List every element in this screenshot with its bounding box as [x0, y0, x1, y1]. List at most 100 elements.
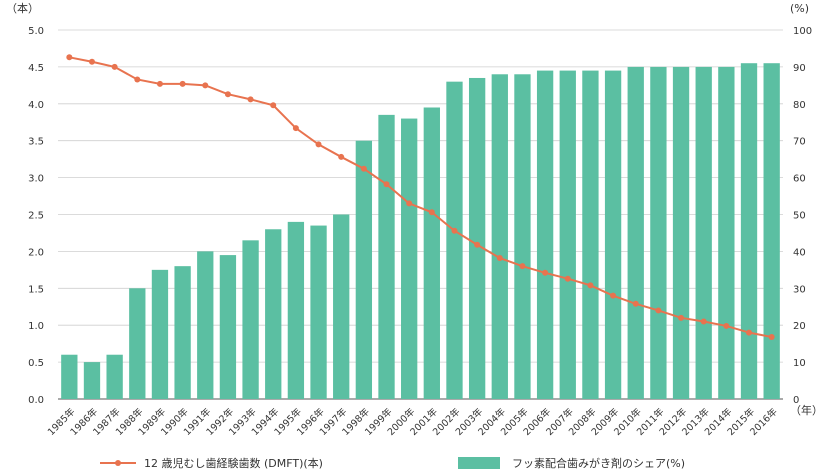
right-tick-label: 70 [793, 137, 806, 148]
bar-fluoride-share [83, 362, 101, 399]
point-dmft [292, 125, 299, 132]
point-dmft [428, 209, 435, 216]
bar-fluoride-share [174, 266, 191, 399]
bars-group [61, 63, 780, 400]
bar-fluoride-share [129, 288, 146, 399]
point-dmft [768, 334, 775, 341]
legend-label-dmft: 12 歳児むし歯経験歯数 (DMFT)(本) [144, 456, 323, 470]
point-dmft [678, 314, 685, 321]
bar-fluoride-share [740, 63, 758, 400]
bar-fluoride-share [61, 354, 78, 399]
left-tick-label: 3.0 [28, 174, 44, 185]
bar-fluoride-share [582, 70, 599, 399]
point-dmft [270, 102, 277, 109]
bar-fluoride-share [446, 81, 463, 399]
right-tick-label: 80 [793, 100, 806, 111]
point-dmft [519, 263, 526, 270]
left-axis-unit: （本） [6, 1, 39, 15]
bar-fluoride-share [106, 354, 123, 399]
point-dmft [134, 76, 141, 83]
bar-fluoride-share [378, 114, 395, 400]
point-dmft [496, 255, 503, 262]
left-tick-label: 1.0 [28, 321, 44, 332]
point-dmft [564, 275, 571, 282]
bar-fluoride-share [627, 66, 644, 400]
line-dmft [69, 56, 772, 338]
left-tick-label: 4.0 [28, 100, 44, 111]
point-dmft [746, 329, 753, 336]
point-dmft [610, 292, 617, 299]
left-tick-label: 1.5 [28, 284, 44, 295]
left-tick-label: 0.0 [28, 395, 44, 406]
legend-line-dot [115, 460, 121, 466]
left-tick-label: 5.0 [28, 26, 44, 37]
point-dmft [88, 58, 95, 65]
point-dmft [360, 165, 367, 172]
point-dmft [338, 153, 345, 160]
bar-fluoride-share [197, 251, 214, 399]
bar-fluoride-share [265, 229, 282, 399]
right-tick-label: 90 [793, 63, 806, 74]
point-dmft [451, 227, 458, 234]
legend-bar-swatch [458, 457, 500, 469]
right-tick-label: 40 [793, 247, 806, 258]
bar-fluoride-share [672, 66, 690, 400]
axes-group: 0.0 0 0.5 10 1.0 20 1.5 30 2.0 40 2.5 50 3.0 60 3.5 70 4… [28, 26, 812, 438]
point-dmft [224, 91, 231, 98]
left-tick-label: 2.5 [28, 211, 44, 222]
right-tick-label: 30 [793, 284, 806, 295]
right-tick-label: 50 [793, 211, 806, 222]
legend: 12 歳児むし歯経験歯数 (DMFT)(本) フッ素配合歯みがき剤のシェア(%) [100, 456, 685, 470]
right-tick-label: 100 [793, 26, 812, 37]
right-tick-label: 20 [793, 321, 806, 332]
bar-fluoride-share [310, 225, 327, 399]
bar-fluoride-share [491, 74, 508, 399]
left-tick-label: 4.5 [28, 63, 44, 74]
point-dmft [383, 181, 390, 188]
bar-fluoride-share [287, 221, 305, 399]
line-group [66, 54, 775, 341]
left-tick-label: 0.5 [28, 358, 44, 369]
bar-fluoride-share [242, 240, 259, 399]
bar-fluoride-share [401, 118, 418, 399]
point-dmft [542, 269, 549, 276]
point-dmft [66, 54, 73, 61]
point-dmft [474, 241, 481, 248]
bar-fluoride-share [219, 255, 237, 399]
right-axis-unit: (%) [790, 2, 809, 15]
bar-fluoride-share [650, 66, 667, 400]
right-tick-label: 60 [793, 174, 806, 185]
bar-fluoride-share [468, 77, 486, 399]
bar-fluoride-share [333, 214, 350, 399]
point-dmft [655, 307, 662, 314]
bar-fluoride-share [423, 107, 440, 400]
x-axis-unit: （年） [790, 403, 816, 417]
point-dmft [247, 96, 254, 103]
point-dmft [406, 200, 413, 207]
legend-label-fluoride-share: フッ素配合歯みがき剤のシェア(%) [512, 456, 685, 470]
bar-fluoride-share [151, 269, 169, 399]
point-dmft [315, 141, 322, 148]
bar-fluoride-share [763, 63, 780, 400]
bar-fluoride-share [695, 66, 712, 400]
point-dmft [111, 63, 118, 70]
point-dmft [202, 82, 209, 89]
point-dmft [156, 80, 163, 87]
bar-fluoride-share [559, 70, 576, 399]
bar-fluoride-share [355, 140, 373, 399]
right-tick-label: 10 [793, 358, 806, 369]
right-tick-label: 0 [793, 395, 799, 406]
bar-fluoride-share [604, 70, 622, 399]
bar-fluoride-share [718, 66, 735, 400]
left-tick-label: 3.5 [28, 137, 44, 148]
point-dmft [700, 318, 707, 325]
point-dmft [632, 300, 639, 307]
point-dmft [179, 80, 186, 87]
point-dmft [587, 282, 594, 289]
left-tick-label: 2.0 [28, 247, 44, 258]
point-dmft [723, 322, 730, 329]
bar-fluoride-share [536, 70, 554, 399]
bar-fluoride-share [514, 74, 531, 399]
